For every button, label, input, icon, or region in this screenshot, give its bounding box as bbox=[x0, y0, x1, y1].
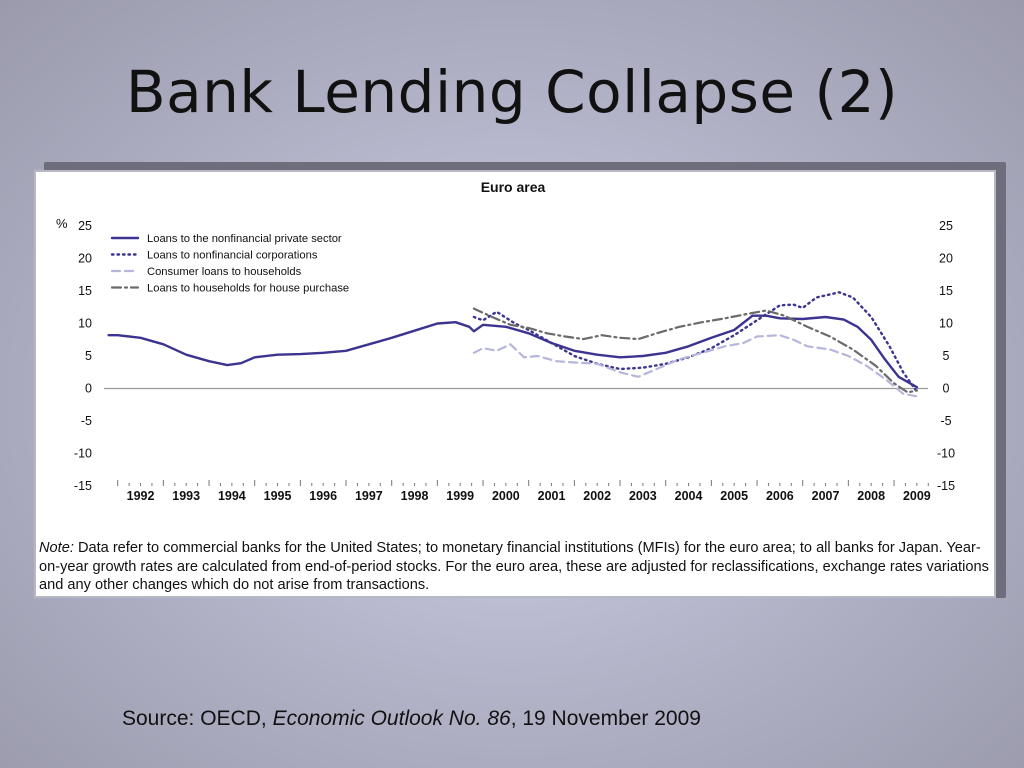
chart-panel: Euro area % 25 25 20 20 15 15 10 10 5 5 0 0 -5 -5 -10 -… bbox=[34, 170, 996, 598]
source-suffix: , 19 November 2009 bbox=[510, 707, 701, 730]
y-tick-label-left: 5 bbox=[85, 349, 92, 363]
y-tick-label-right: 0 bbox=[943, 382, 950, 396]
y-tick-label-right: -5 bbox=[940, 414, 951, 428]
x-tick-label: 2005 bbox=[720, 489, 748, 503]
x-tick-label: 1995 bbox=[264, 489, 292, 503]
chart-note: Note: Data refer to commercial banks for… bbox=[39, 539, 993, 595]
x-tick-label: 1996 bbox=[309, 489, 337, 503]
note-text: Data refer to commercial banks for the U… bbox=[39, 540, 989, 593]
x-tick-label: 1993 bbox=[172, 489, 200, 503]
x-tick-label: 2004 bbox=[675, 489, 703, 503]
y-tick-label-left: 10 bbox=[78, 317, 92, 331]
y-tick-label-right: -10 bbox=[937, 447, 955, 461]
y-tick-label-left: -15 bbox=[74, 479, 92, 493]
y-tick-label-right: 25 bbox=[939, 219, 953, 233]
y-tick-label-left: -10 bbox=[74, 447, 92, 461]
series-line-2 bbox=[472, 291, 919, 393]
legend: Loans to the nonfinancial private sector… bbox=[110, 233, 349, 295]
series-line-4 bbox=[472, 307, 918, 394]
y-tick-label-left: 15 bbox=[78, 284, 92, 298]
x-tick-label: 2006 bbox=[766, 489, 794, 503]
y-tick-label-left: 0 bbox=[85, 382, 92, 396]
legend-label-4: Loans to households for house purchase bbox=[147, 283, 349, 295]
x-tick-label: 2003 bbox=[629, 489, 657, 503]
y-tick-label-left: 25 bbox=[78, 219, 92, 233]
source-prefix: Source: OECD, bbox=[122, 707, 273, 730]
euro-area-chart: Euro area % 25 25 20 20 15 15 10 10 5 5 0 0 -5 -5 -10 -… bbox=[56, 179, 955, 503]
x-tick-label: 1997 bbox=[355, 489, 383, 503]
legend-label-2: Loans to nonfinancial corporations bbox=[147, 250, 318, 262]
y-tick-label-right: 10 bbox=[939, 317, 953, 331]
x-tick-label: 2002 bbox=[583, 489, 611, 503]
y-tick-label-right: 15 bbox=[939, 284, 953, 298]
axes-layer: 25 25 20 20 15 15 10 10 5 5 0 0 -5 -5 -10 -10 -15 -15 1992… bbox=[74, 219, 955, 503]
source-publication: Economic Outlook No. 86 bbox=[272, 707, 511, 730]
y-tick-label-right: 20 bbox=[939, 252, 953, 266]
y-tick-label-left: 20 bbox=[78, 252, 92, 266]
slide-title: Bank Lending Collapse (2) bbox=[125, 58, 899, 126]
series-layer bbox=[107, 291, 919, 398]
x-tick-label: 2000 bbox=[492, 489, 520, 503]
y-tick-label-right: 5 bbox=[943, 349, 950, 363]
y-axis-unit-label: % bbox=[56, 216, 68, 231]
source-citation: Source: OECD, Economic Outlook No. 86, 1… bbox=[122, 707, 701, 731]
x-tick-label: 2001 bbox=[538, 489, 566, 503]
series-line-3 bbox=[472, 334, 918, 398]
x-tick-label: 1994 bbox=[218, 489, 246, 503]
x-tick-label: 1998 bbox=[401, 489, 429, 503]
x-tick-label: 2008 bbox=[857, 489, 885, 503]
series-line-1 bbox=[107, 314, 919, 389]
x-tick-label: 1999 bbox=[446, 489, 474, 503]
note-lead: Note: bbox=[39, 540, 74, 556]
x-tick-label: 2009 bbox=[903, 489, 931, 503]
y-tick-label-left: -5 bbox=[81, 414, 92, 428]
x-tick-label: 1992 bbox=[127, 489, 155, 503]
legend-label-1: Loans to the nonfinancial private sector bbox=[147, 233, 342, 245]
y-tick-label-right: -15 bbox=[937, 479, 955, 493]
chart-title: Euro area bbox=[481, 179, 546, 195]
legend-label-3: Consumer loans to households bbox=[147, 266, 302, 278]
x-tick-label: 2007 bbox=[812, 489, 840, 503]
